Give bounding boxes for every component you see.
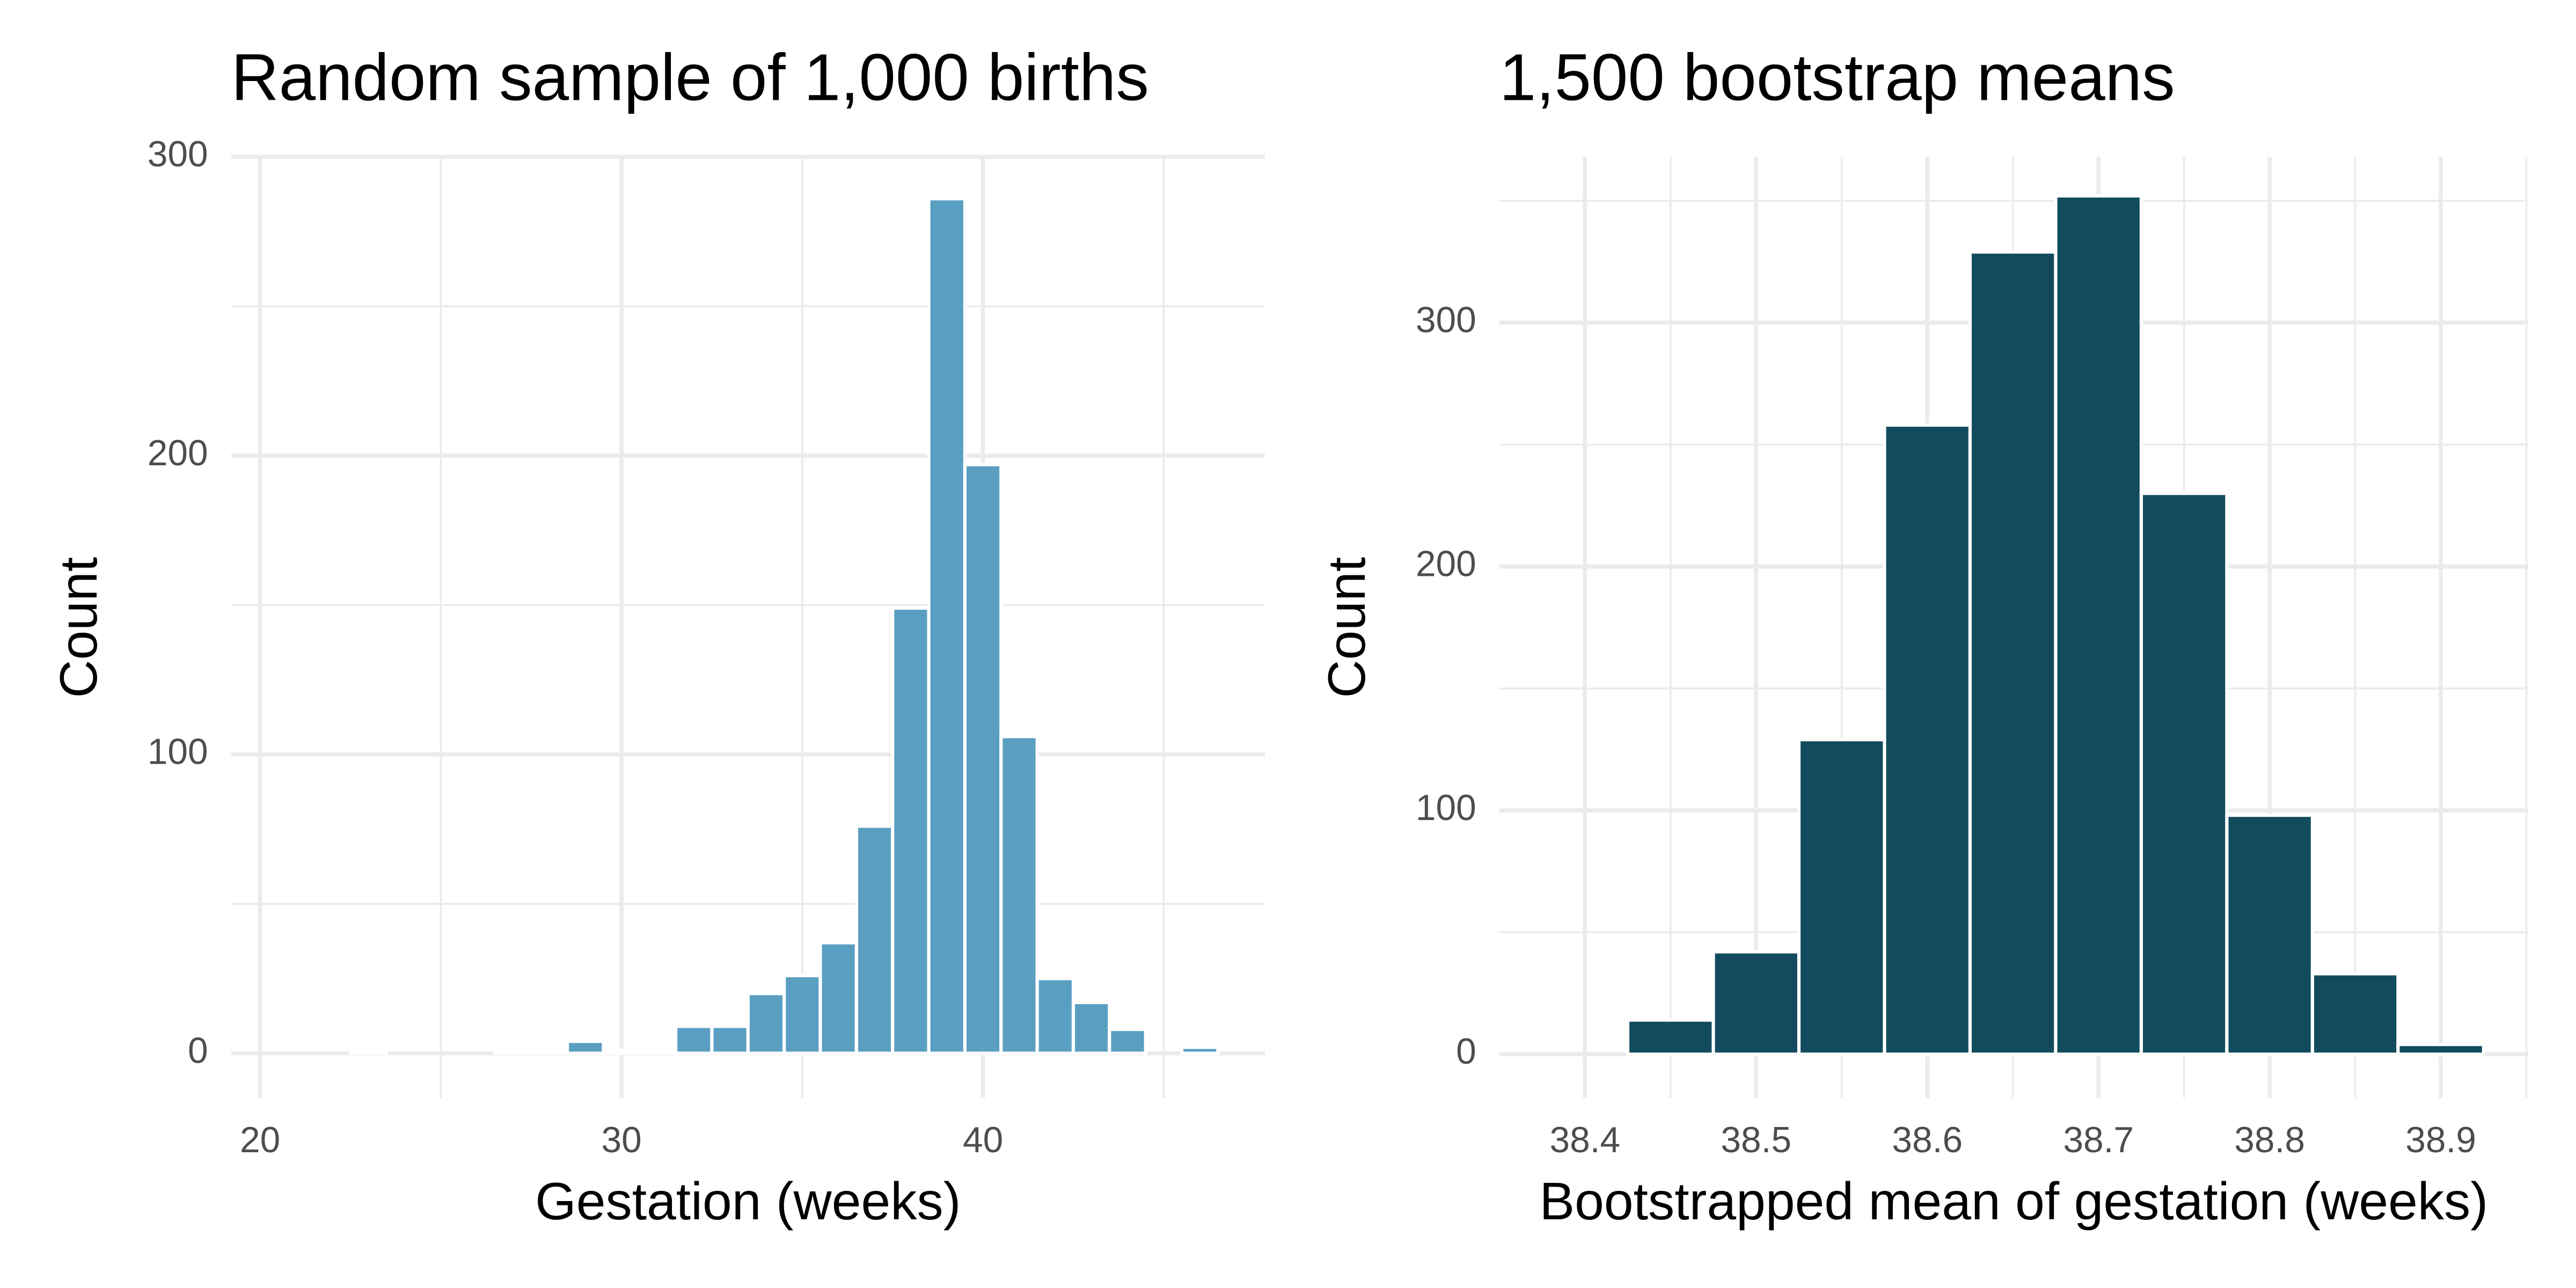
bar	[818, 941, 858, 1055]
bar	[2054, 194, 2143, 1056]
bar	[1180, 1045, 1220, 1055]
bar	[1071, 1000, 1111, 1055]
y-tick-label: 300	[148, 134, 208, 174]
bar	[782, 974, 822, 1055]
bar	[348, 1048, 389, 1055]
bar	[891, 606, 931, 1055]
bar	[2396, 1043, 2485, 1056]
x-axis-title: Gestation (weeks)	[535, 1172, 961, 1231]
bar	[854, 824, 895, 1055]
y-tick-label: 0	[188, 1031, 208, 1071]
x-tick-label: 40	[963, 1120, 1003, 1160]
y-tick-label: 100	[1416, 788, 1476, 828]
bar	[710, 1024, 750, 1055]
bar	[674, 1024, 714, 1055]
bar	[1711, 950, 1801, 1056]
bar	[602, 1048, 641, 1055]
bar	[999, 735, 1039, 1055]
bar	[963, 463, 1003, 1055]
bar	[566, 1040, 605, 1055]
x-tick-label: 38.5	[1721, 1120, 1791, 1160]
bar	[1626, 1018, 1715, 1056]
bar	[1108, 1028, 1147, 1055]
bar	[2139, 492, 2229, 1056]
bar	[927, 197, 967, 1055]
y-tick-label: 100	[148, 732, 208, 772]
bar	[638, 1048, 678, 1055]
y-tick-label: 200	[1416, 544, 1476, 584]
chart-title: 1,500 bootstrap means	[1499, 41, 2175, 114]
x-tick-label: 38.7	[2063, 1120, 2134, 1160]
x-axis-title: Bootstrapped mean of gestation (weeks)	[1539, 1172, 2488, 1231]
bar	[1035, 977, 1075, 1055]
bar	[529, 1048, 569, 1055]
bar	[1797, 738, 1886, 1056]
x-tick-label: 20	[240, 1120, 280, 1160]
y-axis-title: Count	[1317, 557, 1376, 698]
y-axis-title: Count	[49, 557, 108, 698]
y-tick-label: 300	[1416, 300, 1476, 340]
bar	[746, 992, 786, 1055]
y-tick-label: 0	[1456, 1031, 1476, 1072]
x-tick-label: 38.4	[1549, 1120, 1620, 1160]
bar	[1883, 423, 1972, 1056]
bar	[493, 1048, 533, 1055]
y-tick-label: 200	[148, 433, 208, 473]
bar	[1968, 250, 2058, 1056]
chart-title: Random sample of 1,000 births	[231, 41, 1149, 114]
bar	[2225, 814, 2314, 1056]
x-tick-label: 38.8	[2234, 1120, 2305, 1160]
bar	[2310, 972, 2400, 1056]
x-tick-label: 30	[601, 1120, 641, 1160]
x-tick-label: 38.9	[2405, 1120, 2476, 1160]
x-tick-label: 38.6	[1892, 1120, 1963, 1160]
